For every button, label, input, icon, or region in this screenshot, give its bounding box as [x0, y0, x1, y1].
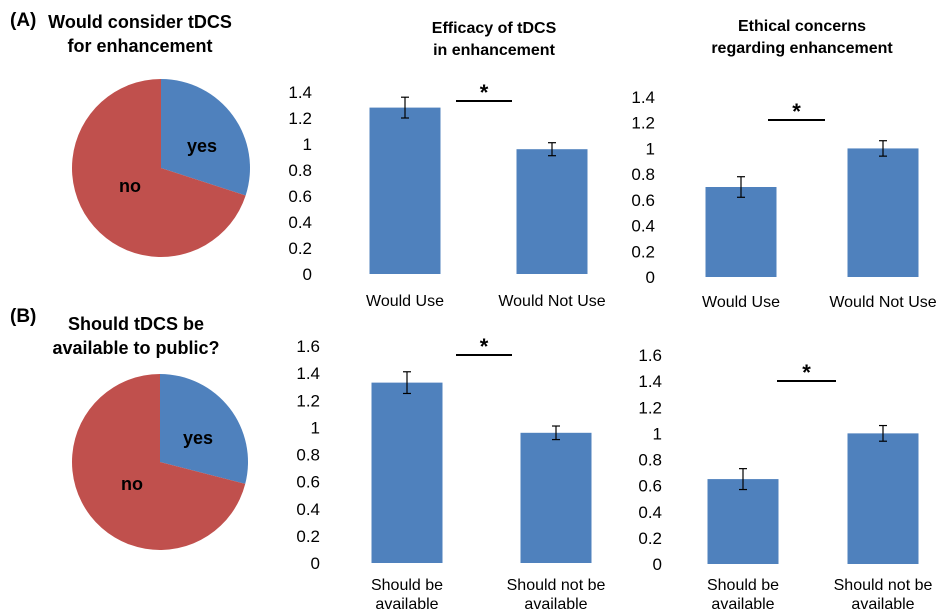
x-category-label: available — [711, 596, 774, 613]
x-category-label: Would Use — [702, 294, 780, 311]
y-tick-label: 0.4 — [296, 500, 320, 519]
pie-b-title-line-1: Should tDCS be — [68, 314, 204, 334]
y-tick-label: 1.4 — [296, 364, 320, 383]
x-category-label: Should not be — [507, 577, 606, 594]
pie-slice-yes — [161, 79, 250, 196]
bar-1 — [847, 433, 919, 564]
panel-label-a: (A) — [10, 10, 36, 31]
pie-label-yes: yes — [187, 136, 217, 156]
significance-marker: * — [480, 80, 489, 105]
x-category-label: Would Use — [366, 293, 444, 310]
bar-0 — [369, 107, 441, 274]
pie-slice-yes — [160, 374, 249, 484]
chart-title-line: regarding enhancement — [711, 40, 893, 57]
y-tick-label: 0.8 — [296, 446, 320, 465]
y-tick-label: 1.4 — [638, 372, 662, 391]
y-tick-label: 1 — [653, 424, 662, 443]
chart-title-line: Efficacy of tDCS — [432, 20, 557, 37]
y-tick-label: 0 — [303, 265, 312, 284]
bar-0 — [705, 187, 777, 277]
y-tick-label: 0.8 — [638, 451, 662, 470]
bar-chart-ethical-concerns: Ethical concerns regarding enhancement 0 0.… — [631, 18, 936, 311]
y-tick-label: 1 — [311, 418, 320, 437]
y-tick-label: 0.6 — [631, 191, 655, 210]
significance-marker: * — [480, 334, 489, 359]
x-category-label: Would Not Use — [498, 293, 605, 310]
bar-chart-efficacy-availability: 0 0.2 0.4 0.6 0.8 1 1.2 1.4 1.6 Should be availabl… — [296, 334, 605, 613]
x-category-label: Should not be — [834, 577, 933, 594]
y-tick-label: 0.8 — [288, 161, 312, 180]
y-tick-label: 1.6 — [296, 337, 320, 356]
x-category-label: available — [524, 596, 587, 613]
y-tick-label: 1.4 — [631, 88, 655, 107]
pie-chart-b: yes no — [72, 374, 249, 550]
y-tick-label: 0 — [646, 268, 655, 287]
pie-slice-no — [71, 79, 246, 257]
bar-1 — [847, 148, 919, 277]
y-tick-label: 0 — [653, 555, 662, 574]
y-tick-label: 0.2 — [288, 239, 312, 258]
y-tick-label: 0.4 — [288, 213, 312, 232]
bar-0 — [371, 382, 443, 563]
pie-a-title-line-2: for enhancement — [67, 36, 212, 56]
significance-marker: * — [792, 99, 801, 124]
y-tick-label: 1.2 — [288, 109, 312, 128]
panel-label-b: (B) — [10, 306, 36, 327]
y-tick-label: 0.2 — [296, 527, 320, 546]
y-tick-label: 0.6 — [288, 187, 312, 206]
y-tick-label: 0.8 — [631, 165, 655, 184]
bar-chart-efficacy: Efficacy of tDCS in enhancement 0 0.2 0.4 0.6… — [288, 20, 605, 310]
bar-chart-ethical-availability: 0 0.2 0.4 0.6 0.8 1 1.2 1.4 1.6 Should be availabl… — [638, 346, 932, 613]
y-tick-label: 1.4 — [288, 83, 312, 102]
x-category-label: available — [851, 596, 914, 613]
pie-chart-a: yes no — [71, 79, 250, 257]
y-tick-label: 0 — [311, 554, 320, 573]
bar-1 — [516, 149, 588, 274]
y-tick-label: 0.4 — [638, 503, 662, 522]
x-category-label: available — [375, 596, 438, 613]
y-tick-label: 0.4 — [631, 217, 655, 236]
bar-1 — [520, 432, 592, 563]
y-tick-label: 0.6 — [296, 473, 320, 492]
y-tick-label: 1 — [303, 135, 312, 154]
y-tick-label: 1.2 — [631, 114, 655, 133]
significance-marker: * — [802, 360, 811, 385]
bar-0 — [707, 479, 779, 564]
y-tick-label: 1.6 — [638, 346, 662, 365]
y-tick-label: 0.6 — [638, 477, 662, 496]
x-category-label: Would Not Use — [829, 294, 936, 311]
pie-label-no: no — [119, 176, 141, 196]
y-tick-label: 1.2 — [638, 398, 662, 417]
pie-a-title-line-1: Would consider tDCS — [48, 12, 232, 32]
pie-label-no: no — [121, 474, 143, 494]
y-tick-label: 1.2 — [296, 391, 320, 410]
y-tick-label: 0.2 — [631, 242, 655, 261]
panel-a: (A) Would consider tDCS for enhancement … — [10, 10, 937, 311]
chart-title-line: in enhancement — [433, 42, 555, 59]
panel-b: (B) Should tDCS be available to public? … — [10, 306, 932, 613]
x-category-label: Should be — [371, 577, 443, 594]
chart-title-line: Ethical concerns — [738, 18, 866, 35]
x-category-label: Should be — [707, 577, 779, 594]
y-tick-label: 1 — [646, 139, 655, 158]
pie-label-yes: yes — [183, 428, 213, 448]
pie-b-title-line-2: available to public? — [52, 338, 219, 358]
pie-slice-no — [72, 374, 246, 550]
y-tick-label: 0.2 — [638, 529, 662, 548]
